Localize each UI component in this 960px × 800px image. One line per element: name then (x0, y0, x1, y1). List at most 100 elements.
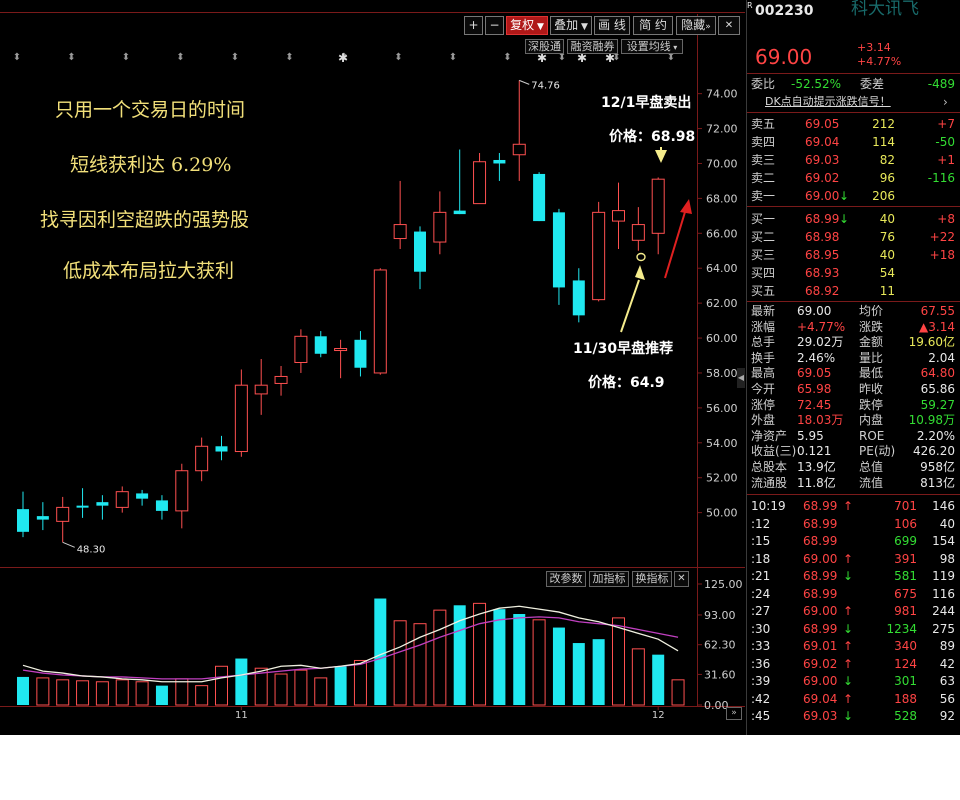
ask-row[interactable]: 卖一 69.00 206 (747, 187, 960, 205)
info-marker-icon: ⬍ (231, 52, 239, 63)
kline-chart-area[interactable]: ⬍ ⬍ ⬍ ⬍ ⬍ ⬍ ⬍ ⬍ ⬍ ⬍ ⬍ ⬍ ⬍ ✱ ✱ ✱ ✱ 74.00 72.00 70.00 68.00 66.… (0, 0, 745, 735)
price-tick-label: 70.00 (706, 157, 738, 170)
tick-volume: 699 (894, 534, 917, 548)
zoom-out-button[interactable]: − (485, 16, 504, 35)
candle-body-down (17, 509, 29, 532)
stat-label: 总值 (859, 460, 884, 474)
bid-volume: 76 (879, 230, 895, 244)
tick-row[interactable]: :42 69.04 188 56 ↑ (747, 690, 960, 708)
stat-label: 涨幅 (751, 319, 776, 334)
volume-tick-label: 0.00 (704, 699, 729, 712)
bid-row[interactable]: 买三 68.95 40 +18 (747, 246, 960, 264)
draw-line-button[interactable]: 画 线 (594, 16, 630, 35)
tick-count: 98 (939, 551, 955, 566)
tick-row[interactable]: :33 69.01 340 89 ↑ (747, 637, 960, 655)
stat-row: 涨幅 +4.77% 涨跌 ▲3.14 (747, 319, 960, 335)
info-marker-icon: ⬍ (612, 52, 620, 63)
margin-trading-button[interactable]: 融资融券 (567, 39, 618, 54)
info-marker-icon: ⬍ (122, 52, 130, 63)
bid-row[interactable]: 买二 68.98 76 +22 (747, 228, 960, 246)
tick-row[interactable]: :15 68.99 699 154 (747, 532, 960, 550)
bid-row[interactable]: 买五 68.92 11 (747, 282, 960, 300)
stock-code[interactable]: 002230 (755, 3, 814, 19)
sz-hk-connect-button[interactable]: 深股通 (525, 39, 564, 54)
tick-volume: 1234 (886, 621, 917, 636)
stat-row: 总手 29.02万 金额 19.60亿 (747, 334, 960, 350)
ask-volume: 206 (872, 189, 895, 203)
close-x-icon[interactable]: ✕ (718, 16, 740, 35)
candle-body-down (314, 336, 327, 354)
tick-count: 89 (939, 639, 955, 653)
tick-row[interactable]: :39 69.00 301 63 ↓ (747, 672, 960, 690)
add-indicator-button[interactable]: 加指标 (589, 571, 629, 587)
tick-time: :21 (751, 569, 771, 583)
tick-price: 68.99 (803, 534, 838, 548)
candle-body-down (414, 231, 426, 272)
bid-row[interactable]: 买四 68.93 54 (747, 264, 960, 282)
down-arrow-icon: ↓ (843, 709, 854, 723)
event-star-icon: ✱ (537, 51, 547, 65)
tick-row[interactable]: :27 69.00 981 244 ↑ (747, 602, 960, 620)
candle-body-up (234, 384, 248, 453)
date-label: 12 (652, 710, 665, 721)
down-arrow-icon: ↓ (843, 569, 854, 583)
tick-row[interactable]: :30 68.99 1234 275 ↓ (747, 620, 960, 638)
bid-change: +18 (929, 248, 955, 262)
ask-row[interactable]: 卖二 69.02 96 -116 (747, 169, 960, 187)
double-chevron-right-icon: » (705, 22, 711, 32)
edit-params-button[interactable]: 改参数 (546, 571, 586, 587)
tick-row[interactable]: :18 69.00 391 98 ↑ (747, 550, 960, 568)
low-pointer-line (62, 541, 75, 548)
stat-row: 今开 65.98 昨收 65.86 (747, 381, 960, 397)
tick-row[interactable]: :36 69.02 124 42 ↑ (747, 655, 960, 673)
tick-row[interactable]: :24 68.99 675 116 (747, 585, 960, 603)
bid-row[interactable]: 买一 68.99 40 +8 (747, 210, 960, 228)
sell-annotation-title: 12/1早盘卖出 (601, 95, 692, 111)
candle-body-up (651, 178, 665, 234)
tick-row[interactable]: 10:19 68.99 701 146 ↑ (747, 497, 960, 515)
ask-change: +7 (937, 117, 955, 131)
ask-volume: 82 (879, 153, 895, 167)
tick-volume: 581 (894, 569, 917, 583)
fuquan-dropdown-button[interactable]: 复权 ▼ (506, 16, 548, 35)
ask-row[interactable]: 卖三 69.03 82 +1 (747, 151, 960, 169)
switch-indicator-button[interactable]: 换指标 (632, 571, 672, 587)
simple-mode-button[interactable]: 简 约 (633, 16, 673, 35)
overlay-dropdown-button[interactable]: 叠加 ▼ (550, 16, 592, 35)
scroll-right-button[interactable]: » (726, 707, 742, 720)
tick-row[interactable]: :12 68.99 106 40 (747, 515, 960, 533)
bid-change: +22 (929, 230, 955, 244)
kline-chart-svg[interactable]: ⬍ ⬍ ⬍ ⬍ ⬍ ⬍ ⬍ ⬍ ⬍ ⬍ ⬍ ⬍ ⬍✱ ✱ ✱ ✱74.0072.0070.0068.0066.… (0, 0, 745, 735)
scroll-left-arrow-icon[interactable]: ◀ (737, 368, 745, 388)
dk-signal-link[interactable]: DK点自动提示涨跌信号！ › (747, 93, 960, 111)
stat-row: 净资产 5.95 ROE 2.20% (747, 428, 960, 444)
tick-volume: 188 (894, 691, 917, 706)
zoom-in-button[interactable]: + (464, 16, 483, 35)
ma-settings-button[interactable]: 设置均线 ▾ (621, 39, 683, 54)
hide-panel-button[interactable]: 隐藏» (676, 16, 716, 35)
tick-row[interactable]: :45 69.03 528 92 ↓ (747, 707, 960, 725)
up-arrow-icon: ↑ (843, 691, 854, 706)
stat-label: ROE (859, 428, 885, 443)
stat-label: 均价 (859, 304, 884, 318)
trend-arrow-head (680, 199, 692, 214)
ask-label: 卖五 (751, 117, 776, 131)
bid-label: 买四 (751, 266, 776, 280)
stat-label: 流值 (859, 475, 884, 490)
candle-body-down (36, 516, 49, 520)
price-header: 69.00 +3.14 +4.77% (747, 41, 960, 70)
ask-row[interactable]: 卖五 69.05 212 +7 (747, 115, 960, 133)
tick-count: 275 (932, 621, 955, 636)
tick-row[interactable]: :21 68.99 581 119 ↓ (747, 567, 960, 585)
volume-bar-up (532, 619, 546, 706)
sell-pointer-arrow-head (655, 150, 667, 163)
candle-body-up (254, 384, 268, 395)
tick-count: 146 (932, 499, 955, 513)
ask-row[interactable]: 卖四 69.04 114 -50 (747, 133, 960, 151)
stat-label: 涨跌 (859, 319, 884, 334)
dk-signal-text[interactable]: DK点自动提示涨跌信号！ (765, 95, 891, 108)
candle-body-down (354, 339, 367, 368)
stat-value: 2.46% (797, 350, 836, 365)
close-indicator-icon[interactable]: ✕ (674, 571, 689, 587)
last-price: 69.00 (755, 45, 813, 69)
